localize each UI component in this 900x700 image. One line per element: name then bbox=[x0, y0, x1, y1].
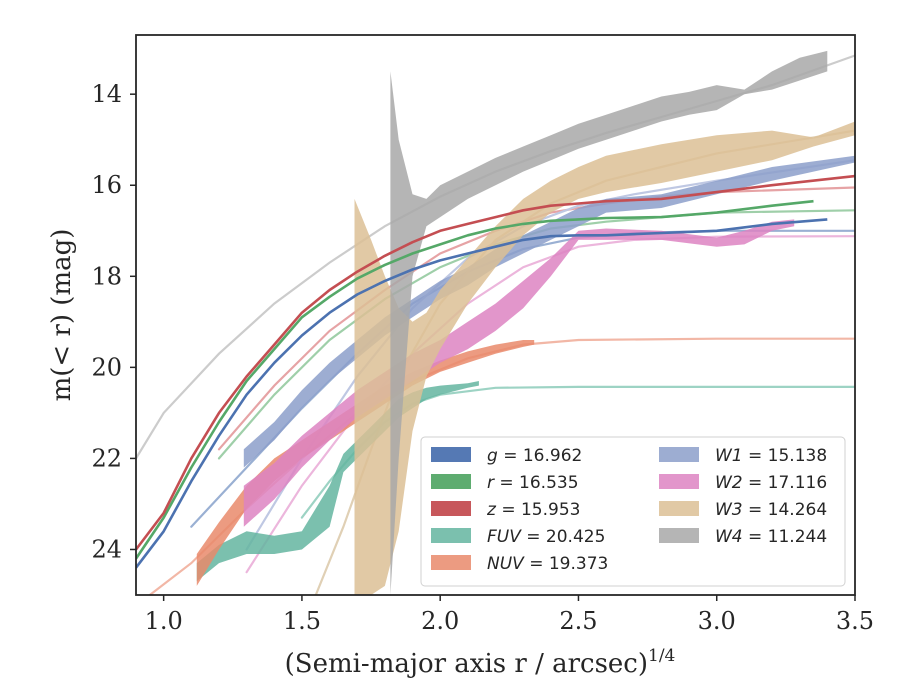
y-axis-ticks: 14 16 18 20 22 24 bbox=[91, 80, 136, 563]
legend-label: W2 = 17.116 bbox=[715, 473, 827, 493]
legend-item-w4: W4 = 11.244 bbox=[659, 527, 827, 547]
line-series-r bbox=[136, 199, 814, 560]
y-tick-label: 24 bbox=[91, 535, 122, 563]
legend-swatch bbox=[659, 528, 699, 543]
y-tick-label: 22 bbox=[91, 444, 122, 472]
legend-box bbox=[420, 436, 846, 587]
x-tick-label: 2.5 bbox=[559, 607, 597, 635]
legend-item-g: g = 16.962 bbox=[431, 446, 582, 466]
legend-swatch bbox=[431, 555, 471, 570]
legend-item-r: r = 16.535 bbox=[431, 473, 579, 493]
y-tick-label: 14 bbox=[91, 80, 122, 108]
legend-label: z = 15.953 bbox=[486, 500, 580, 520]
y-axis-title: m(< r) (mag) bbox=[47, 229, 77, 402]
legend-swatch bbox=[431, 447, 471, 462]
legend-item-nuv: NUV = 19.373 bbox=[431, 554, 608, 574]
line-series-z bbox=[136, 174, 855, 551]
model-curve-r bbox=[217, 209, 855, 460]
x-tick-label: 1.5 bbox=[283, 607, 321, 635]
band-series-fuv bbox=[196, 381, 479, 582]
legend-label: W4 = 11.244 bbox=[715, 527, 827, 547]
band-series-layer bbox=[196, 50, 855, 595]
legend-label: W1 = 15.138 bbox=[715, 446, 827, 466]
legend-swatch bbox=[431, 528, 471, 543]
y-tick-label: 18 bbox=[91, 262, 122, 290]
legend-label: W3 = 14.264 bbox=[715, 500, 827, 520]
y-tick-label: 20 bbox=[91, 353, 122, 381]
legend-label: NUV = 19.373 bbox=[487, 554, 608, 574]
x-tick-label: 3.0 bbox=[698, 607, 736, 635]
x-tick-label: 1.0 bbox=[145, 607, 183, 635]
legend-item-w1: W1 = 15.138 bbox=[659, 446, 827, 466]
legend-item-w2: W2 = 17.116 bbox=[659, 473, 827, 493]
line-series-g bbox=[136, 218, 828, 569]
plot-frame bbox=[135, 34, 856, 596]
x-axis-ticks: 1.0 1.5 2.0 2.5 3.0 3.5 bbox=[145, 595, 874, 635]
legend-label: g = 16.962 bbox=[487, 446, 582, 466]
x-axis-title: (Semi-major axis r / arcsec)1/4 bbox=[285, 646, 676, 679]
legend-swatch bbox=[659, 447, 699, 462]
line-series-layer bbox=[136, 174, 855, 569]
legend-swatch bbox=[431, 501, 471, 516]
legend: g = 16.962 r = 16.535 z = 15.953 FUV = 20.4… bbox=[420, 436, 846, 587]
legend-item-fuv: FUV = 20.425 bbox=[431, 527, 605, 547]
legend-swatch bbox=[431, 474, 471, 489]
y-tick-label: 16 bbox=[91, 171, 122, 199]
legend-item-w3: W3 = 14.264 bbox=[659, 500, 827, 520]
legend-swatch bbox=[659, 501, 699, 516]
legend-label: r = 16.535 bbox=[487, 473, 579, 493]
x-tick-label: 2.0 bbox=[421, 607, 459, 635]
legend-item-z: z = 15.953 bbox=[431, 500, 580, 520]
legend-label: FUV = 20.425 bbox=[487, 527, 605, 547]
x-tick-label: 3.5 bbox=[836, 607, 874, 635]
legend-swatch bbox=[659, 474, 699, 489]
